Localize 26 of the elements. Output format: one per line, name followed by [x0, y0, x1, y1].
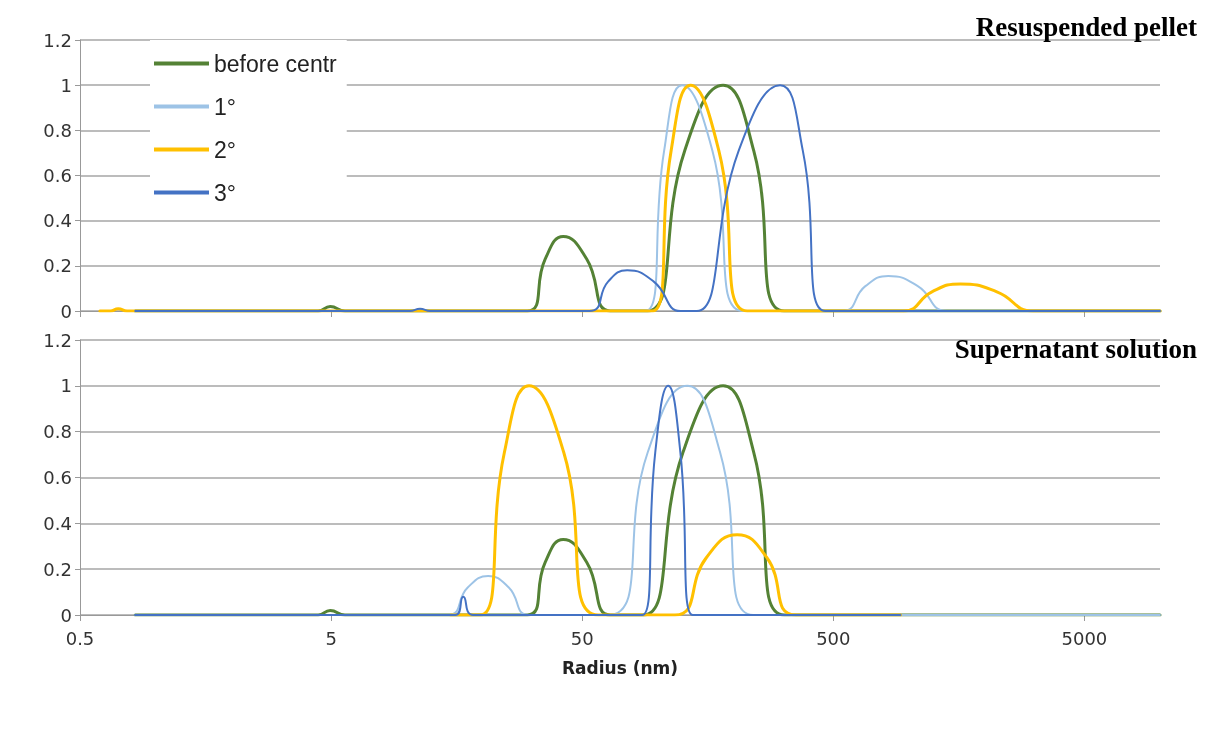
y-tick-label: 0.4	[43, 210, 72, 232]
y-tick-label: 1.2	[43, 329, 72, 351]
y-tick-label: 1	[60, 375, 72, 397]
y-tick-label: 0	[60, 300, 72, 322]
legend-label: before centr	[214, 50, 338, 77]
y-tick-label: 0.8	[43, 119, 72, 141]
x-tick-label: 50	[570, 627, 594, 649]
y-tick-label: 0.8	[43, 421, 72, 443]
chart-title: Supernatant solution	[954, 333, 1198, 364]
y-tick-label: 0.2	[43, 558, 72, 580]
y-tick-label: 1	[60, 74, 72, 96]
x-tick-label: 5	[325, 627, 337, 649]
legend-label: 2°	[214, 136, 236, 163]
y-tick-label: 0.6	[43, 467, 72, 488]
x-tick-label: 5000	[1061, 627, 1108, 649]
x-axis-title: Radius (nm)	[561, 657, 679, 678]
x-tick-label: 0.5	[65, 627, 95, 649]
y-tick-label: 0.2	[43, 255, 72, 277]
y-tick-label: 0.4	[43, 512, 72, 534]
x-tick-label: 500	[816, 627, 851, 649]
legend-label: 1°	[214, 93, 236, 120]
y-tick-label: 0.6	[43, 165, 72, 186]
y-tick-label: 1.2	[43, 29, 72, 51]
y-tick-label: 0	[60, 604, 72, 626]
legend-label: 3°	[214, 179, 236, 206]
chart-title: Resuspended pellet	[975, 11, 1198, 42]
